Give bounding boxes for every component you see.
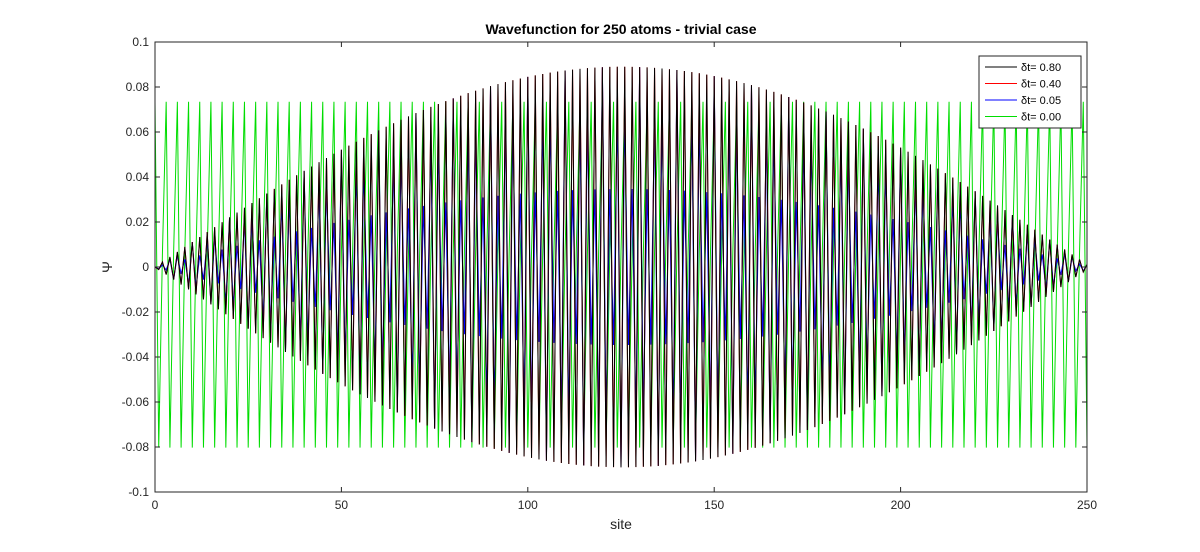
y-axis-label: Ψ	[99, 261, 115, 273]
series-line	[154, 101, 1088, 448]
y-tick-label: 0.1	[132, 35, 149, 49]
y-tick-label: 0.04	[126, 170, 150, 184]
y-tick-label: 0.08	[126, 80, 150, 94]
x-tick-label: 150	[704, 498, 724, 512]
legend: δt= 0.80 δt= 0.40 δt= 0.05 δt= 0.00	[978, 55, 1082, 129]
y-tick-label: -0.1	[128, 485, 149, 499]
y-tick-label: 0.02	[126, 215, 150, 229]
legend-label: δt= 0.40	[1021, 79, 1061, 91]
y-tick-label: 0.06	[126, 125, 150, 139]
series-line	[154, 66, 1088, 468]
x-axis: 0 50 100 150 200 250	[152, 42, 1097, 512]
x-tick-label: 200	[891, 498, 911, 512]
y-tick-label: 0	[142, 260, 149, 274]
y-tick-label: -0.02	[122, 305, 150, 319]
legend-label: δt= 0.80	[1021, 62, 1061, 74]
x-tick-label: 100	[518, 498, 538, 512]
chart-title: Wavefunction for 250 atoms - trivial cas…	[485, 21, 756, 37]
y-axis: 0.1 0.08 0.06 0.04 0.02 0 -0.02 -0.04 -0.06 -0.08…	[122, 35, 1087, 499]
x-tick-label: 250	[1077, 498, 1097, 512]
legend-label: δt= 0.05	[1021, 95, 1061, 107]
legend-label: δt= 0.00	[1021, 112, 1061, 124]
series-layer	[154, 66, 1088, 468]
y-tick-label: -0.04	[122, 350, 150, 364]
x-tick-label: 0	[152, 498, 159, 512]
x-tick-label: 50	[335, 498, 349, 512]
y-tick-label: -0.08	[122, 440, 150, 454]
x-axis-label: site	[610, 516, 632, 532]
y-tick-label: -0.06	[122, 395, 150, 409]
